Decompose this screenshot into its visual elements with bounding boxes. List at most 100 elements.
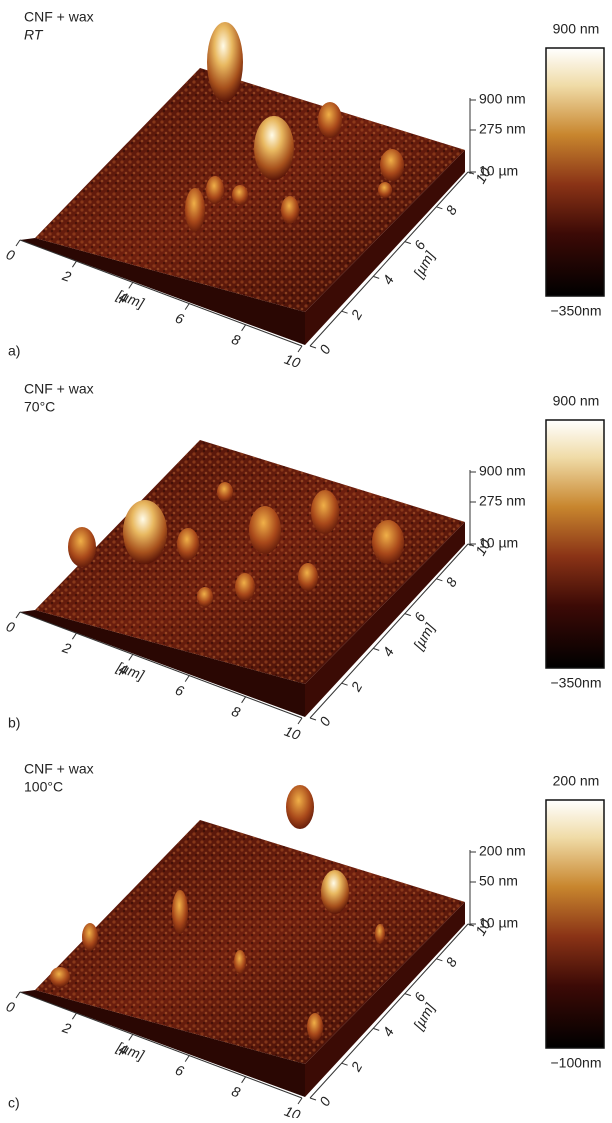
- panel-condition: 100°C: [24, 779, 63, 795]
- x-tick: [128, 654, 134, 661]
- x-axis: [19, 991, 303, 1099]
- colorbar: [545, 419, 605, 669]
- z-label: 900 nm: [479, 463, 526, 479]
- surface-peak: [207, 22, 243, 102]
- y-unit: [µm]: [410, 999, 439, 1033]
- x-tick: [15, 611, 21, 619]
- z-label: 275 nm: [479, 121, 526, 137]
- surface-peak: [232, 185, 248, 205]
- panel: CNF + wax100°Cc)0246810[µm]0246810[µm]20…: [4, 761, 605, 1123]
- surface-peak: [185, 188, 205, 232]
- y-tick: [373, 647, 380, 651]
- x-tick: [297, 345, 303, 353]
- surface-peak: [321, 870, 349, 914]
- x-tick: [184, 303, 190, 310]
- x-tick-label: 6: [173, 310, 186, 328]
- x-tick: [297, 717, 303, 725]
- x-unit: [µm]: [114, 658, 147, 683]
- y-tick: [467, 171, 475, 175]
- y-tick-label: 0: [316, 714, 334, 729]
- y-tick: [309, 1097, 317, 1101]
- surface-peak: [307, 1013, 323, 1041]
- y-tick-label: 2: [347, 1059, 365, 1075]
- x-tick: [128, 1034, 134, 1041]
- x-tick-label: 10: [282, 351, 302, 371]
- colorbar-max: 200 nm: [553, 773, 600, 789]
- y-tick: [341, 682, 348, 686]
- surface-texture: [35, 440, 465, 684]
- colorbar-min: −350nm: [551, 303, 602, 319]
- y-tick-label: 2: [347, 307, 365, 323]
- z-label: 50 nm: [479, 873, 518, 889]
- z-label: 10 µm: [479, 915, 518, 931]
- surface-peak: [311, 490, 339, 534]
- x-tick: [128, 282, 134, 289]
- x-tick: [15, 991, 21, 999]
- surface-peak: [197, 587, 213, 607]
- panel-title: CNF + wax: [24, 761, 94, 777]
- y-tick: [404, 613, 411, 617]
- colorbar: [545, 799, 605, 1049]
- surface-peak: [82, 923, 98, 951]
- y-tick: [404, 241, 411, 245]
- y-tick-label: 4: [379, 1024, 397, 1039]
- surface-peak: [375, 924, 385, 944]
- x-tick: [241, 1076, 247, 1084]
- surface-peak: [234, 950, 246, 974]
- panel-condition: 70°C: [24, 399, 55, 415]
- surface-peak: [217, 482, 233, 502]
- y-tick-label: 2: [347, 679, 365, 695]
- z-label: 200 nm: [479, 843, 526, 859]
- panel-label: a): [8, 343, 20, 359]
- y-tick: [373, 275, 380, 279]
- y-tick: [467, 923, 475, 927]
- surface-side: [20, 610, 305, 717]
- colorbar-max: 900 nm: [553, 393, 600, 409]
- y-tick: [436, 958, 443, 962]
- y-tick-label: 10: [472, 536, 494, 558]
- y-tick-label: 8: [442, 203, 460, 218]
- surface-peak: [380, 149, 404, 181]
- panel-label: b): [8, 715, 20, 731]
- surface-peak: [177, 528, 199, 560]
- x-tick: [297, 1097, 303, 1105]
- surface-side: [20, 238, 305, 345]
- x-tick: [184, 1055, 190, 1062]
- y-unit: [µm]: [410, 619, 439, 653]
- surface-side: [305, 150, 465, 345]
- x-tick: [184, 675, 190, 682]
- colorbar-max: 900 nm: [553, 21, 600, 37]
- y-tick: [341, 310, 348, 314]
- x-tick-label: 6: [173, 1062, 186, 1080]
- x-tick-label: 2: [60, 639, 74, 657]
- y-tick-label: 8: [442, 955, 460, 970]
- x-unit: [µm]: [114, 1038, 147, 1063]
- surface-peak: [378, 182, 392, 198]
- surface-texture: [35, 820, 465, 1064]
- panel-title: CNF + wax: [24, 9, 94, 25]
- y-tick: [341, 1062, 348, 1066]
- surface-peak: [50, 967, 70, 987]
- x-tick-label: 0: [4, 246, 17, 264]
- y-tick-label: 4: [379, 272, 397, 287]
- surface-peak: [68, 527, 96, 567]
- surface-peak: [318, 102, 342, 138]
- surface-peak: [372, 520, 404, 564]
- y-axis: [309, 171, 469, 347]
- y-axis: [309, 923, 469, 1099]
- y-tick: [373, 1027, 380, 1031]
- y-tick: [309, 345, 317, 349]
- colorbar: [545, 47, 605, 297]
- surface-peak: [286, 785, 314, 829]
- y-unit: [µm]: [410, 247, 439, 281]
- x-unit: [µm]: [114, 286, 147, 311]
- x-tick: [241, 696, 247, 704]
- surface-peak: [172, 890, 188, 934]
- surface-peak: [123, 500, 167, 564]
- y-tick: [309, 717, 317, 721]
- y-tick-label: 10: [472, 916, 494, 938]
- surface-peak: [254, 116, 294, 180]
- z-label: 275 nm: [479, 493, 526, 509]
- z-label: 10 µm: [479, 535, 518, 551]
